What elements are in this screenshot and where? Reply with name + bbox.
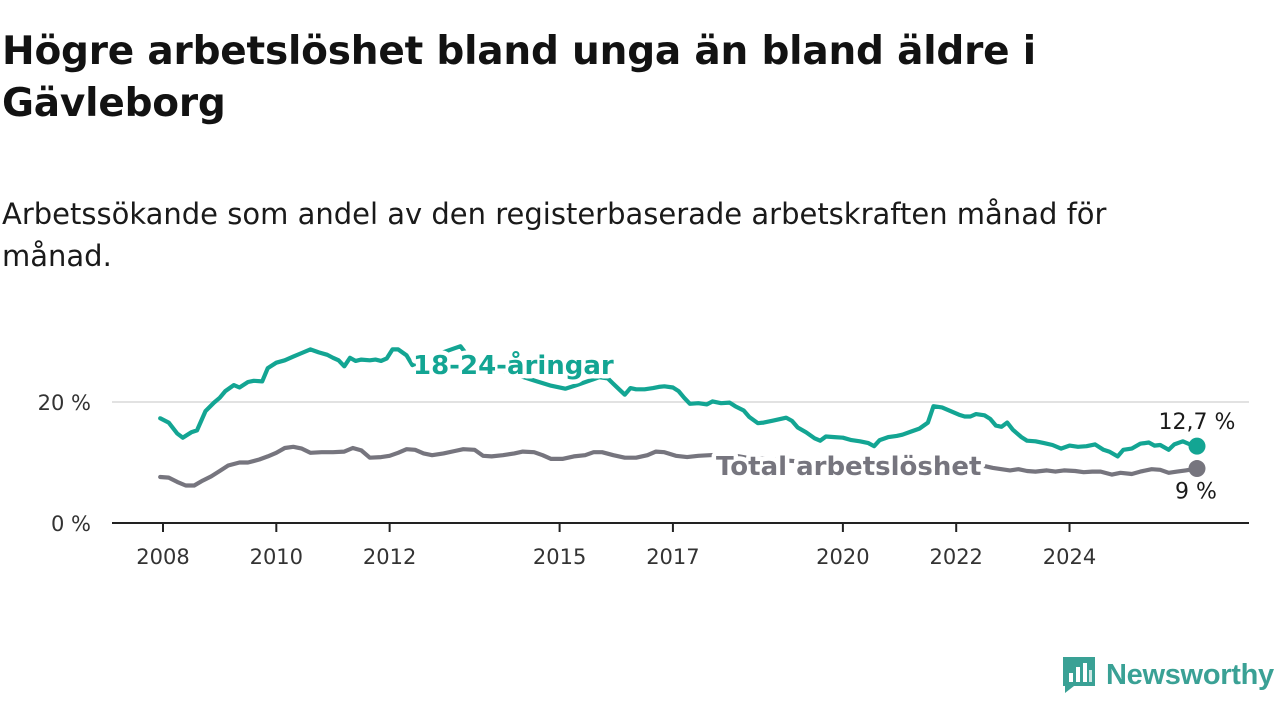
total-end-label: 9 % (1175, 480, 1217, 505)
brand-name: Newsworthy (1106, 658, 1274, 691)
youth-series-label-text: 18-24-åringar (413, 349, 614, 381)
series-lines (158, 344, 1206, 488)
chart-subtitle: Arbetssökande som andel av den registerb… (2, 197, 1107, 273)
x-tick-label: 2012 (363, 545, 416, 569)
newsworthy-brand: Newsworthy (1060, 655, 1274, 695)
x-tick-label: 2017 (646, 545, 699, 569)
x-tick-label: 2022 (929, 545, 982, 569)
total-end-point (1188, 460, 1206, 478)
total-series-label-halo: Total arbetslöshet (716, 452, 981, 482)
youth-end-label: 12,7 % (1159, 410, 1236, 435)
chart-title: Högre arbetslöshet bland unga än bland ä… (2, 29, 1036, 126)
x-tick-label: 2008 (136, 545, 189, 569)
x-axis: 2008 2010 2012 2015 2017 2020 2022 2024 (112, 522, 1249, 569)
youth-series-label-halo: 18-24-åringar (413, 349, 614, 381)
x-tick-label: 2024 (1043, 545, 1096, 569)
x-tick-label: 2020 (816, 545, 869, 569)
youth-end-point (1188, 437, 1206, 455)
grid-lines: 0 % 20 % (38, 391, 1249, 536)
total-series-label-text: Total arbetslöshet (716, 452, 981, 482)
x-tick-label: 2015 (533, 545, 586, 569)
youth-series-line (158, 344, 1200, 459)
total-series-line (158, 444, 1200, 488)
y-tick-label: 0 % (51, 512, 91, 536)
newsworthy-logo-icon (1063, 657, 1095, 693)
y-tick-label: 20 % (38, 391, 91, 415)
line-chart: 0 % 20 % 2008 2010 2012 2015 2017 2020 2022 2024… (38, 344, 1249, 569)
x-tick-label: 2010 (250, 545, 303, 569)
